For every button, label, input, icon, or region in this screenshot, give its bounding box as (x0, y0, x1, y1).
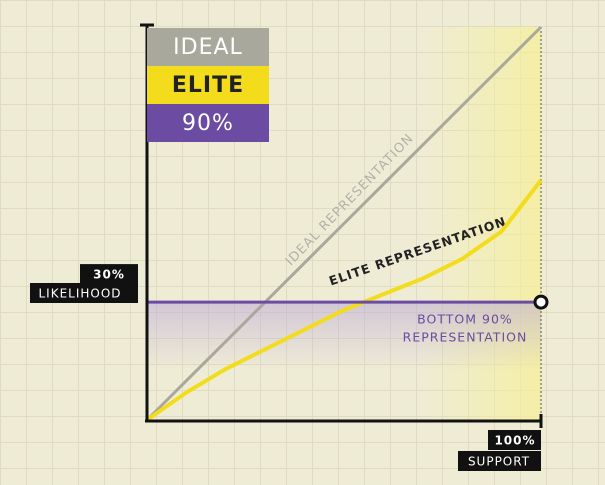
annotation: BOTTOM 90% (417, 312, 513, 327)
shade (147, 301, 541, 371)
y-tick-label: 30% (93, 268, 125, 282)
y-axis-title: LIKELIHOOD (38, 287, 121, 301)
annotation: IDEAL REPRESENTATION (283, 131, 417, 269)
legend-swatch (147, 66, 269, 104)
x-axis-title: SUPPORT (468, 455, 530, 469)
legend-label: 90% (182, 111, 234, 136)
legend-label: ELITE (172, 73, 244, 98)
legend-swatch (147, 104, 269, 142)
series-line (145, 179, 543, 422)
plot (145, 25, 543, 422)
x-tick-label: 100% (494, 434, 535, 448)
tick-box (488, 430, 541, 450)
legend-label: IDEAL (173, 35, 243, 60)
series-line (145, 25, 543, 422)
tick-box (80, 264, 138, 285)
annotation: REPRESENTATION (403, 330, 528, 345)
label-box (458, 451, 541, 471)
label-box (30, 283, 138, 303)
end-marker (533, 294, 549, 310)
legend-swatch (147, 28, 269, 66)
